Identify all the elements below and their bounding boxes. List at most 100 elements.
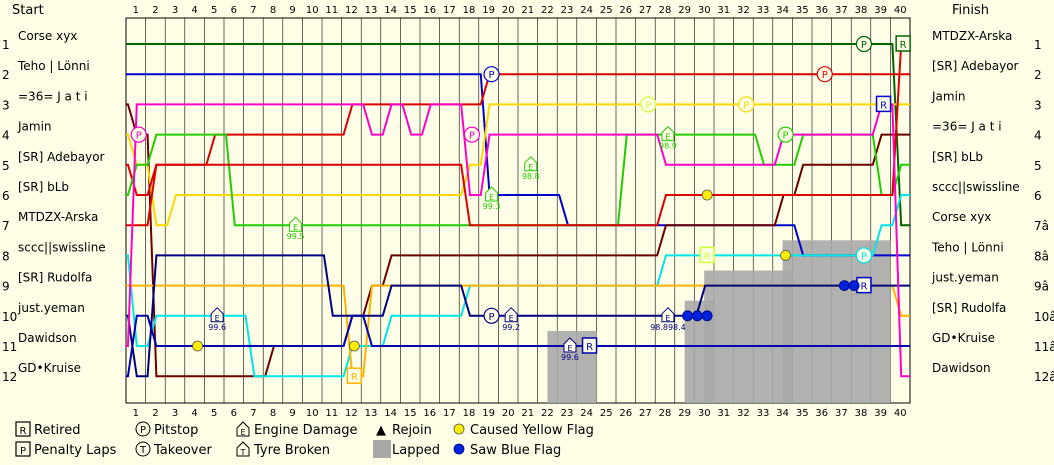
lap-tick-top: 4 — [191, 5, 197, 16]
lap-tick-top: 24 — [580, 5, 593, 16]
lapped-regions — [547, 240, 891, 403]
finish-position-label: 12â — [1034, 370, 1054, 384]
finish-position-label: 6 — [1034, 189, 1042, 203]
engine-damage-marker — [210, 307, 224, 323]
lap-tick-bottom: 17 — [443, 408, 456, 419]
lap-tick-bottom: 25 — [600, 408, 613, 419]
engine-glyph: E — [509, 314, 514, 323]
pitstop-glyph: P — [822, 70, 828, 81]
finish-position-label: 9â — [1034, 280, 1049, 294]
legend-label: Takeover — [153, 443, 212, 458]
engine-glyph: E — [215, 314, 220, 323]
finish-driver-label: just.yeman — [931, 271, 999, 285]
lap-tick-bottom: 1 — [133, 408, 139, 419]
engine-damage-value: 99.3 — [483, 202, 501, 211]
finish-position-label: 10â — [1034, 310, 1054, 324]
start-driver-label: [SR] Rudolfa — [18, 271, 92, 285]
finish-position-label: 4 — [1034, 129, 1042, 143]
lap-tick-top: 30 — [698, 5, 711, 16]
lap-tick-top: 18 — [463, 5, 476, 16]
start-driver-label: Corse xyx — [18, 29, 77, 43]
lap-tick-top: 3 — [172, 5, 178, 16]
lap-tick-bottom: 13 — [365, 408, 378, 419]
legend-glyph: T — [240, 448, 246, 457]
start-driver-label: Jamin — [17, 120, 52, 134]
lap-tick-bottom: 37 — [835, 408, 848, 419]
finish-position-label: 7â — [1034, 219, 1049, 233]
lap-tick-bottom: 23 — [561, 408, 574, 419]
lap-tick-bottom: 24 — [580, 408, 593, 419]
lap-tick-top: 20 — [502, 5, 515, 16]
finish-driver-label: [SR] Rudolfa — [932, 301, 1006, 315]
legend-glyph: P — [140, 425, 146, 436]
retired-marker — [895, 35, 911, 52]
lap-tick-top: 2 — [152, 5, 158, 16]
lap-tick-top: 39 — [874, 5, 887, 16]
start-position-label: 11 — [2, 340, 17, 354]
lapped-region — [704, 270, 793, 403]
retired-marker — [875, 95, 892, 113]
engine-damage-marker — [661, 307, 675, 323]
legend-swatch — [15, 421, 31, 437]
finish-position-label: 5 — [1034, 159, 1042, 173]
blue-flag-marker — [701, 310, 713, 322]
start-position-label: 2 — [2, 68, 10, 82]
lap-tick-bottom: 26 — [619, 408, 632, 419]
lap-tick-top: 37 — [835, 5, 848, 16]
pitstop-marker — [640, 96, 657, 113]
pitstop-marker — [855, 35, 873, 53]
pitstop-marker — [463, 126, 481, 143]
legend-label: Lapped — [392, 443, 440, 458]
lap-tick-top: 34 — [776, 5, 789, 16]
legend-glyph: R — [20, 426, 27, 437]
lap-tick-bottom: 7 — [250, 408, 256, 419]
lap-tick-top: 25 — [600, 5, 613, 16]
lap-tick-bottom: 8 — [270, 408, 276, 419]
lap-tick-bottom: 30 — [698, 408, 711, 419]
lap-tick-bottom: 18 — [463, 408, 476, 419]
legend-label: Rejoin — [392, 423, 432, 438]
driver-lines — [126, 43, 910, 378]
pitstop-glyph: P — [861, 40, 867, 51]
engine-glyph: E — [567, 344, 572, 353]
lap-tick-top: 5 — [211, 5, 217, 16]
start-position-label: 1 — [2, 38, 10, 52]
finish-position-label: 2 — [1034, 68, 1042, 82]
lap-tick-top: 27 — [639, 5, 652, 16]
lap-tick-bottom: 36 — [815, 408, 828, 419]
engine-glyph: E — [293, 223, 298, 232]
lap-tick-bottom: 6 — [231, 408, 237, 419]
lap-tick-bottom: 10 — [306, 408, 319, 419]
pitstop-marker — [777, 126, 794, 143]
start-position-label: 4 — [2, 129, 10, 143]
engine-damage-value: 98.9 — [659, 142, 677, 151]
retired-glyph: R — [880, 100, 887, 111]
driver-line — [126, 314, 910, 378]
start-driver-label: sccc||swissline — [18, 240, 106, 254]
lap-tick-top: 17 — [443, 5, 456, 16]
start-driver-label: [SR] Adebayor — [18, 150, 105, 164]
engine-damage-marker — [524, 156, 538, 172]
engine-damage-value: 99.2 — [502, 323, 520, 332]
start-position-label: 5 — [2, 159, 10, 173]
pitstop-marker — [816, 66, 833, 83]
yellow-flag-marker — [701, 189, 713, 201]
lap-tick-bottom: 3 — [172, 408, 178, 419]
lap-tick-bottom: 11 — [325, 408, 338, 419]
engine-damage-value: 99.5 — [287, 232, 305, 241]
blue-flag-marker — [682, 310, 693, 322]
lap-tick-bottom: 9 — [289, 408, 295, 419]
lap-tick-top: 29 — [678, 5, 691, 16]
start-position-label: 8 — [2, 249, 10, 263]
legend-label: Engine Damage — [254, 423, 358, 438]
retired-glyph: R — [860, 282, 867, 293]
driver-line — [126, 103, 910, 227]
lap-tick-bottom: 38 — [855, 408, 868, 419]
lap-tick-bottom: 29 — [678, 408, 691, 419]
legend-label: Penalty Laps — [34, 443, 117, 458]
lap-tick-bottom: 40 — [894, 408, 907, 419]
lap-tick-bottom: 39 — [874, 408, 887, 419]
pitstop-glyph: P — [136, 131, 142, 142]
engine-damage-value: 98.8 — [522, 172, 540, 181]
retired-glyph: R — [586, 342, 593, 353]
